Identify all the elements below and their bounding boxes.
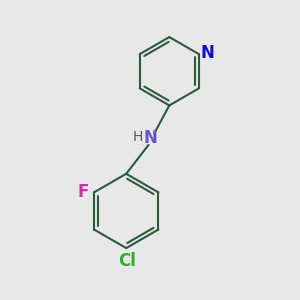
- Text: F: F: [77, 183, 88, 201]
- Text: H: H: [132, 130, 143, 144]
- Text: N: N: [144, 129, 158, 147]
- Text: Cl: Cl: [118, 253, 136, 271]
- Text: N: N: [200, 44, 214, 62]
